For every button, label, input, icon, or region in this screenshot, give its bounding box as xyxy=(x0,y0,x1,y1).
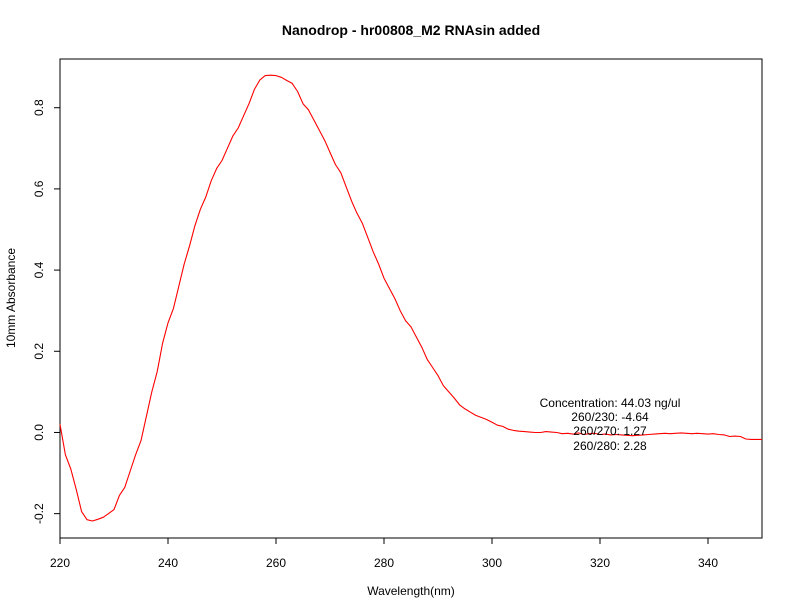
chart-title: Nanodrop - hr00808_M2 RNAsin added xyxy=(282,22,540,38)
y-tick-label: 0.0 xyxy=(32,424,46,441)
y-axis: -0.2 0.0 0.2 0.4 0.6 0.8 xyxy=(32,99,61,524)
y-tick-label: 0.4 xyxy=(32,261,46,278)
x-tick-label: 300 xyxy=(482,556,502,570)
y-tick-label: 0.2 xyxy=(32,343,46,360)
x-axis: 220 240 260 280 300 320 340 xyxy=(50,537,718,570)
absorbance-series-line xyxy=(59,74,762,522)
y-tick-label: 0.8 xyxy=(32,99,46,116)
y-tick-label: -0.2 xyxy=(32,503,46,524)
y-tick-label: 0.6 xyxy=(32,180,46,197)
ratio-260-270-annotation: 260/270: 1.27 xyxy=(573,424,647,438)
annotation-block: Concentration: 44.03 ng/ul 260/230: -4.6… xyxy=(540,396,681,453)
x-tick-label: 220 xyxy=(50,556,70,570)
x-tick-label: 260 xyxy=(266,556,286,570)
concentration-annotation: Concentration: 44.03 ng/ul xyxy=(540,396,681,410)
x-tick-label: 320 xyxy=(590,556,610,570)
x-tick-label: 340 xyxy=(698,556,718,570)
ratio-260-230-annotation: 260/230: -4.64 xyxy=(571,410,649,424)
x-axis-label: Wavelength(nm) xyxy=(367,584,455,598)
x-tick-label: 280 xyxy=(374,556,394,570)
y-axis-label: 10mm Absorbance xyxy=(4,248,18,348)
ratio-260-280-annotation: 260/280: 2.28 xyxy=(573,439,647,453)
x-tick-label: 240 xyxy=(158,556,178,570)
